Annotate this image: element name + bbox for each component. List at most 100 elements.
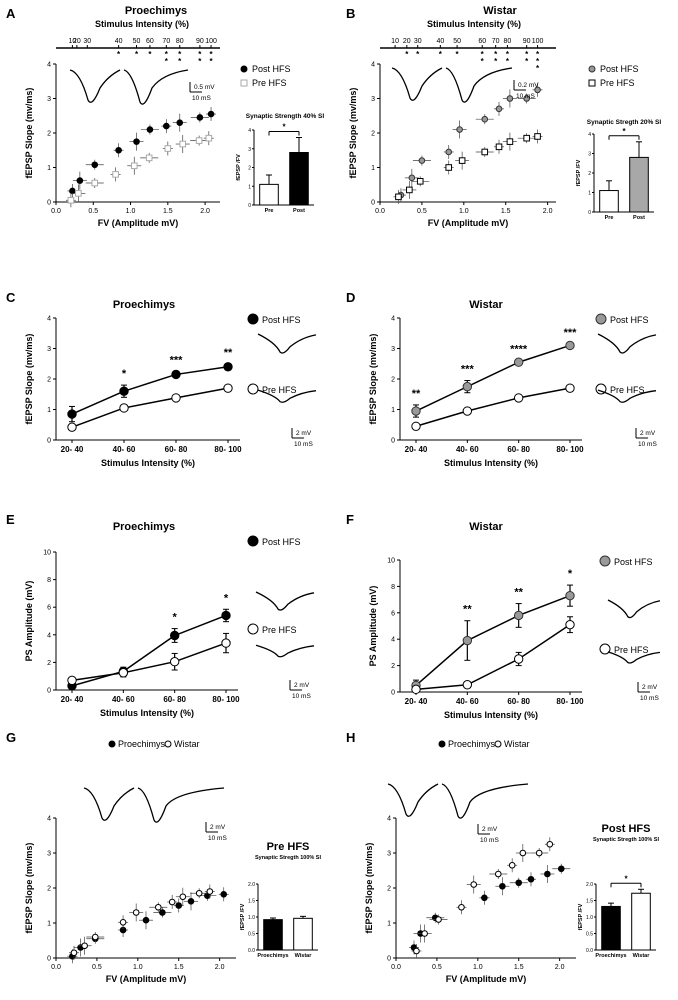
time-bar-label: 10 mS — [516, 93, 535, 100]
recording-traces: 2 mV 10 mS — [597, 333, 657, 448]
data-point — [495, 105, 503, 113]
inset-category-label: Proechimys — [595, 953, 626, 959]
x-tick-label: 2.0 — [555, 964, 565, 971]
x-axis-label: FV (Amplitude mV) — [446, 974, 527, 984]
x-tick-label: 1.5 — [174, 964, 184, 971]
series-post-hfs — [67, 362, 233, 423]
panel-title: Wistar — [469, 299, 503, 311]
fEPSP-trace — [69, 69, 189, 105]
inset-y-tick-label: 2 — [588, 171, 591, 177]
inset-bar — [259, 183, 279, 206]
y-tick-label: 0 — [371, 200, 375, 207]
series-wistar — [411, 837, 555, 958]
legend-label: Post HFS — [610, 315, 649, 325]
significance-star: * — [209, 57, 213, 66]
top-tick-label: 20 — [73, 38, 81, 45]
pre-hfs-trace — [257, 389, 317, 403]
significance-star: * — [506, 50, 510, 59]
inset-y-tick-label: 1 — [248, 184, 251, 190]
panel-G: G 0.0 0.5 1.0 1.5 2.0 FV (Amplitude mV) 0 1 2 3 4 fE… — [6, 730, 321, 984]
panel-letter: A — [6, 6, 16, 21]
y-tick-label: 3 — [47, 96, 51, 103]
series-pre-hfs — [411, 616, 575, 695]
top-tick-label: 80 — [176, 38, 184, 45]
data-point — [411, 421, 421, 431]
legend: Proechimys Wistar — [108, 739, 200, 749]
y-axis-label: fEPSP Slope (mv/ms) — [24, 88, 34, 179]
top-tick-label: 30 — [414, 38, 422, 45]
data-point — [535, 849, 543, 857]
y-tick-label: 2 — [47, 660, 51, 667]
inset-category-label: Wistar — [295, 953, 313, 959]
inset-y-tick-label: 3 — [248, 147, 251, 153]
data-point — [142, 916, 150, 924]
x-tick-label: 1.5 — [163, 208, 173, 215]
data-point — [206, 888, 214, 895]
x-tick-label: 0.5 — [417, 208, 427, 215]
data-point — [406, 186, 413, 194]
x-tick-label: 20- 40 — [405, 445, 428, 454]
data-point — [67, 422, 77, 432]
significance-star: * — [135, 50, 139, 59]
data-point — [435, 916, 442, 923]
significance-star: * — [148, 50, 152, 59]
panel-letter: F — [346, 512, 354, 527]
data-point — [411, 684, 421, 695]
x-tick-label: 0.0 — [391, 964, 401, 971]
top-tick-label: 40 — [115, 38, 123, 45]
inset-y-tick-label: 4 — [248, 128, 251, 134]
data-point — [196, 114, 204, 121]
y-tick-label: 3 — [371, 96, 375, 103]
inset-y-tick-label: 1.0 — [248, 915, 255, 921]
legend-label: Pre HFS — [610, 385, 645, 395]
data-point — [179, 893, 187, 901]
x-tick-label: 1.5 — [514, 964, 524, 971]
top-tick-label: 30 — [83, 38, 91, 45]
significance-star: * — [536, 57, 540, 66]
series-pre-hfs — [67, 632, 231, 686]
data-point — [513, 654, 524, 664]
fEPSP-trace — [387, 783, 529, 819]
data-point — [67, 196, 75, 204]
fEPSP-trace — [83, 787, 225, 823]
y-tick-label: 0 — [47, 956, 51, 963]
data-point — [408, 174, 416, 182]
top-tick-label: 70 — [162, 38, 170, 45]
data-point — [416, 178, 424, 185]
legend-marker — [438, 740, 446, 748]
series-line — [415, 624, 571, 691]
legend-marker — [240, 65, 248, 73]
x-tick-label: 80- 100 — [214, 445, 242, 454]
recording-traces: 0.2 mV 10 mS — [391, 67, 539, 103]
post-hfs-trace — [597, 333, 657, 354]
fEPSP-trace — [391, 67, 513, 103]
x-tick-label: 1.5 — [501, 208, 511, 215]
data-point — [223, 362, 233, 372]
y-axis-label: fEPSP Slope (mv/ms) — [24, 843, 34, 934]
significance-star: * — [536, 50, 540, 59]
inset-subtitle: Synaptic Stregth 100% SI — [593, 837, 659, 843]
data-point — [565, 383, 575, 393]
legend-label: Pre HFS — [614, 645, 649, 655]
y-tick-label: 2 — [387, 886, 391, 893]
inset-y-tick-label: 1.0 — [586, 915, 593, 921]
significance-star: * — [178, 50, 182, 59]
significance-stars: *** — [461, 364, 475, 376]
recording-traces: 2 mV 10 mS — [607, 599, 661, 702]
data-point — [456, 126, 463, 133]
post-hfs-trace — [255, 591, 315, 611]
inset-bar — [263, 919, 283, 951]
legend-label: Proechimys — [448, 739, 496, 749]
inset-y-label: fEPSP /FV — [236, 154, 242, 181]
inset-significance: * — [622, 127, 626, 136]
y-axis-label: fEPSP Slope (mv/ms) — [348, 88, 358, 179]
y-axis-label: fEPSP Slope (mv/ms) — [368, 334, 378, 425]
x-tick-label: 2.0 — [215, 964, 225, 971]
legend-label: Post HFS — [252, 64, 291, 74]
y-tick-label: 3 — [47, 346, 51, 353]
x-tick-label: 80- 100 — [556, 697, 584, 706]
legend-marker — [247, 535, 259, 547]
y-tick-label: 10 — [43, 550, 51, 557]
x-axis-label: Stimulus Intensity (%) — [444, 458, 538, 468]
data-point — [413, 947, 420, 955]
